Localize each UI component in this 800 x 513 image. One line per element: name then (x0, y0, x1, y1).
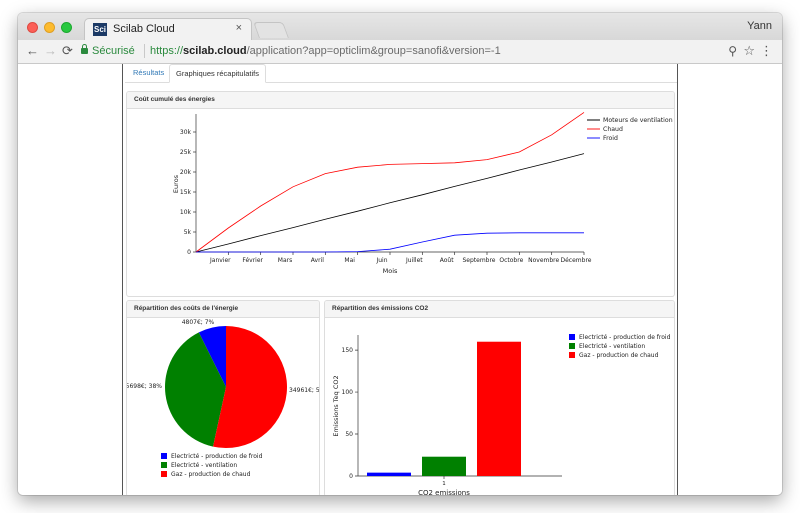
zoom-icon[interactable]: ⚲ (728, 44, 737, 58)
address-bar[interactable]: https://scilab.cloud/application?app=opt… (150, 45, 501, 57)
slice-label: 34961€; 54% (289, 387, 319, 394)
menu-dots-icon[interactable]: ⋮ (760, 43, 773, 58)
x-tick-label: Janvier (209, 257, 231, 264)
legend-swatch (569, 352, 575, 358)
x-tick-label: Août (440, 257, 454, 264)
legend-entry: Electricté - ventilation (171, 462, 237, 469)
legend-swatch (569, 343, 575, 349)
minimize-window-button[interactable] (44, 22, 55, 33)
legend-entry: Froid (603, 135, 618, 142)
x-axis-label: CO2 emissions (418, 489, 470, 495)
url-scheme: https:// (150, 45, 184, 57)
x-tick-label: Septembre (462, 257, 495, 264)
pie-slice (198, 326, 226, 387)
x-tick-label: Juin (375, 257, 387, 264)
series-line-0 (195, 153, 585, 253)
legend-entry: Electricté - production de froid (171, 453, 263, 460)
tab-graphiques[interactable]: Graphiques récapitulatifs (169, 64, 266, 83)
y-tick-label: 0 (187, 249, 191, 256)
panel-cost-split: Répartition des coûts de l'énergie 4807€… (126, 300, 320, 495)
browser-toolbar: ← → ⟳ Sécurisé https://scilab.cloud/appl… (18, 40, 782, 64)
close-window-button[interactable] (27, 22, 38, 33)
x-tick-label: 1 (442, 481, 446, 487)
panel-title: Coût cumulé des énergies (127, 92, 674, 109)
y-axis-label: Euros (172, 174, 180, 193)
y-tick-label: 5k (184, 229, 192, 236)
legend-entry: Gaz - production de chaud (171, 471, 251, 478)
panel-cumulative-cost: Coût cumulé des énergies 0 5k 10k 15k 20k 25k… (126, 91, 675, 297)
series-line-1 (195, 112, 585, 253)
url-path: /application?app=opticlim&group=sanofi&v… (246, 45, 501, 57)
legend-swatch (161, 453, 167, 459)
star-icon[interactable]: ☆ (743, 43, 755, 58)
tab-title: Scilab Cloud (113, 23, 175, 35)
x-tick-label: Décembre (561, 257, 592, 264)
series-line-2 (196, 232, 584, 253)
x-tick-label: Février (242, 257, 263, 264)
y-tick-label: 50 (345, 431, 353, 438)
legend-entry: Electricté - production de froid (579, 334, 671, 341)
panel-co2-split: Répartition des émissions CO2 0 50 100 150 1… (324, 300, 675, 495)
legend-entry: Moteurs de ventilation (603, 117, 673, 124)
legend-entry: Gaz - production de chaud (579, 352, 659, 359)
browser-tab[interactable]: Sci Scilab Cloud × (84, 18, 252, 40)
url-host: scilab.cloud (183, 45, 247, 57)
x-axis-label: Mois (383, 267, 398, 275)
y-tick-label: 30k (180, 129, 192, 136)
browser-window: Sci Scilab Cloud × Yann ← → ⟳ Sécurisé h… (18, 13, 782, 495)
y-tick-label: 0 (349, 473, 353, 480)
slice-label: 25698€; 38% (127, 383, 162, 390)
y-tick-label: 150 (342, 347, 354, 354)
app-content: Résultats Graphiques récapitulatifs Coût… (122, 64, 678, 495)
y-tick-label: 25k (180, 149, 192, 156)
legend-entry: Electricté - ventilation (579, 343, 645, 350)
x-tick-label: Juillet (405, 257, 423, 264)
pie-slice (213, 326, 288, 448)
y-tick-label: 10k (180, 209, 192, 216)
bar (367, 472, 411, 476)
profile-name[interactable]: Yann (747, 20, 772, 32)
y-tick-label: 20k (180, 169, 192, 176)
legend-swatch (569, 334, 575, 340)
x-tick-label: Avril (311, 257, 324, 264)
slice-label: 4807€; 7% (182, 319, 215, 326)
y-tick-label: 100 (342, 389, 354, 396)
line-chart: 0 5k 10k 15k 20k 25k 30k Janvier Février Mars Avri… (172, 112, 673, 275)
bar (422, 456, 466, 476)
tab-close-icon[interactable]: × (235, 22, 242, 34)
y-tick-label: 15k (180, 189, 192, 196)
panel-title: Répartition des émissions CO2 (325, 301, 674, 318)
lock-icon (81, 44, 88, 54)
app-tab-bar: Résultats Graphiques récapitulatifs (125, 64, 677, 83)
new-tab-button[interactable] (253, 22, 289, 38)
x-tick-label: Octobre (499, 257, 523, 264)
secure-label[interactable]: Sécurisé (92, 45, 135, 57)
scilab-favicon-icon: Sci (93, 23, 107, 36)
x-tick-label: Mars (278, 257, 292, 264)
y-axis-label: Emissions Teq CO2 (332, 375, 340, 436)
pie-chart: 4807€; 7% 25698€; 38% 34961€; 54% Electrict… (127, 319, 319, 478)
pie-slice (165, 332, 226, 447)
legend-swatch (161, 471, 167, 477)
panel-title: Répartition des coûts de l'énergie (127, 301, 319, 318)
maximize-window-button[interactable] (61, 22, 72, 33)
legend-entry: Chaud (603, 126, 623, 133)
tab-resultats[interactable]: Résultats (133, 68, 165, 77)
x-tick-label: Novembre (528, 257, 559, 264)
legend-swatch (161, 462, 167, 468)
reload-icon[interactable]: ⟳ (62, 43, 73, 58)
tab-strip: Sci Scilab Cloud × Yann (18, 13, 782, 40)
arrow-left-icon[interactable]: ← (26, 43, 39, 58)
arrow-right-icon[interactable]: → (44, 43, 57, 58)
bar (477, 341, 521, 476)
url-separator (144, 44, 145, 58)
x-tick-label: Mai (344, 257, 355, 264)
page-viewport: Résultats Graphiques récapitulatifs Coût… (18, 64, 782, 495)
bar-chart: 0 50 100 150 1 CO2 emissions Emissions Teq CO2… (332, 334, 671, 495)
